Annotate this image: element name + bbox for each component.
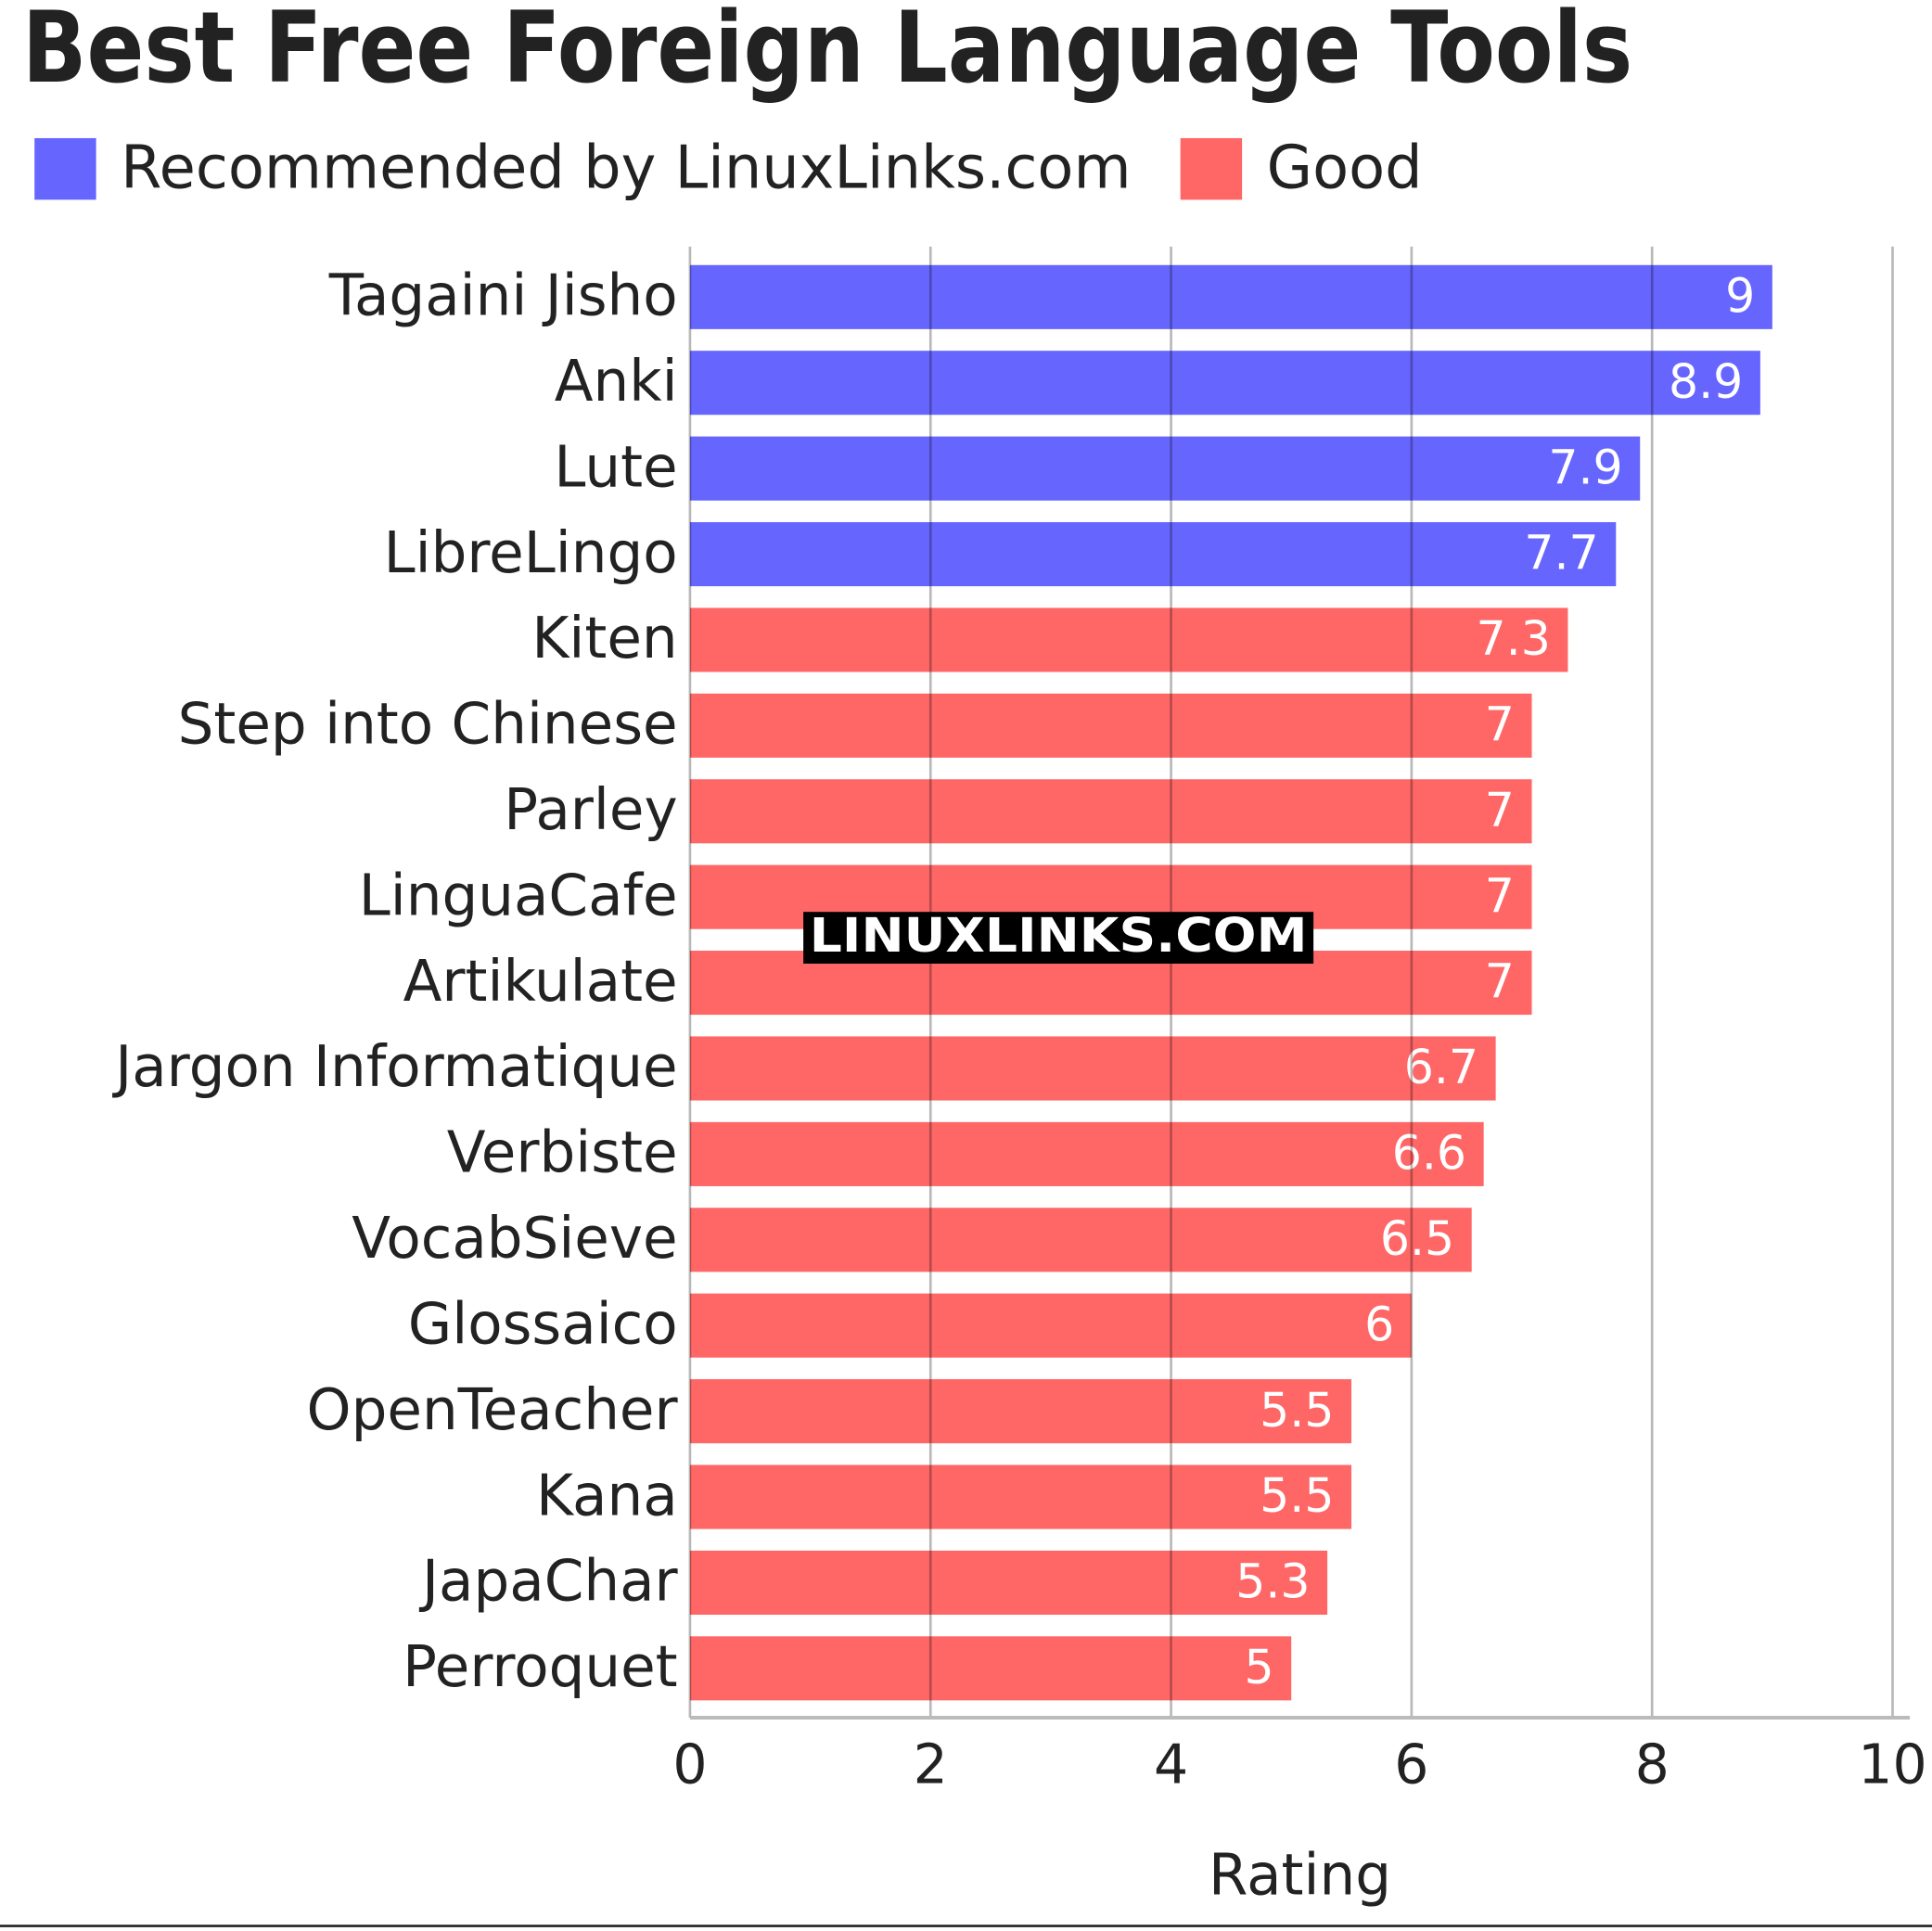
bar [689, 264, 1772, 329]
value-label: 7.7 [1524, 526, 1598, 581]
value-label: 5.5 [1260, 1383, 1334, 1438]
legend-swatch [34, 137, 96, 200]
value-label: 6.7 [1404, 1040, 1478, 1094]
bar [689, 1379, 1352, 1444]
bar [689, 351, 1760, 416]
x-tick-label: 2 [914, 1733, 948, 1797]
y-tick-label: Glossaico [408, 1291, 678, 1357]
value-label: 9 [1725, 268, 1755, 323]
x-tick-label: 8 [1635, 1733, 1670, 1797]
bar [689, 1121, 1484, 1186]
value-label: 7 [1485, 868, 1515, 923]
bar [689, 1293, 1412, 1358]
y-tick-label: JapaChar [418, 1549, 678, 1615]
y-tick-label: Perroquet [403, 1634, 677, 1700]
bar [689, 693, 1532, 758]
y-tick-label: VocabSieve [352, 1206, 677, 1272]
value-label: 7 [1485, 783, 1515, 838]
y-tick-label: LinguaCafe [359, 863, 678, 928]
bar [689, 521, 1617, 587]
y-tick-label: Kiten [531, 606, 677, 671]
value-label: 7.9 [1548, 440, 1622, 494]
y-tick-label: OpenTeacher [306, 1377, 678, 1443]
value-label: 7 [1485, 697, 1515, 752]
watermark: LINUXLINKS.COM [810, 908, 1308, 963]
y-tick-label: Jargon Informatique [111, 1034, 677, 1100]
value-label: 5.5 [1260, 1468, 1334, 1523]
y-tick-label: Lute [554, 434, 677, 500]
legend-label: Good [1267, 134, 1423, 202]
x-tick-label: 0 [672, 1733, 707, 1797]
bar [689, 1550, 1328, 1615]
value-label: 6 [1364, 1297, 1394, 1351]
y-tick-label: LibreLingo [384, 520, 678, 586]
bar [689, 607, 1568, 672]
x-tick-label: 6 [1394, 1733, 1428, 1797]
x-axis-label: Rating [1209, 1843, 1391, 1909]
y-tick-label: Step into Chinese [178, 692, 678, 758]
bar [689, 779, 1532, 844]
legend-swatch [1180, 137, 1243, 200]
value-label: 8.9 [1669, 354, 1743, 409]
value-label: 5 [1244, 1640, 1273, 1694]
bar [689, 1036, 1496, 1101]
x-tick-label: 10 [1858, 1733, 1926, 1797]
bar [689, 1464, 1352, 1529]
y-tick-label: Verbiste [447, 1120, 678, 1186]
x-tick-label: 4 [1154, 1733, 1188, 1797]
legend-label: Recommended by LinuxLinks.com [121, 134, 1131, 202]
value-label: 7.3 [1477, 611, 1551, 666]
bar [689, 1208, 1472, 1272]
chart-title: Best Free Foreign Language Tools [22, 0, 1632, 106]
value-label: 6.6 [1392, 1126, 1466, 1181]
bar [689, 436, 1641, 501]
value-label: 6.5 [1380, 1211, 1454, 1266]
bar [689, 1636, 1292, 1701]
y-tick-label: Artikulate [403, 949, 678, 1015]
value-label: 7 [1485, 954, 1515, 1009]
y-tick-label: Anki [555, 349, 678, 415]
watermark-box [803, 912, 1314, 965]
y-tick-label: Parley [504, 777, 677, 843]
value-label: 5.3 [1235, 1554, 1310, 1609]
y-tick-label: Tagaini Jisho [328, 263, 678, 329]
y-tick-label: Kana [536, 1463, 678, 1528]
